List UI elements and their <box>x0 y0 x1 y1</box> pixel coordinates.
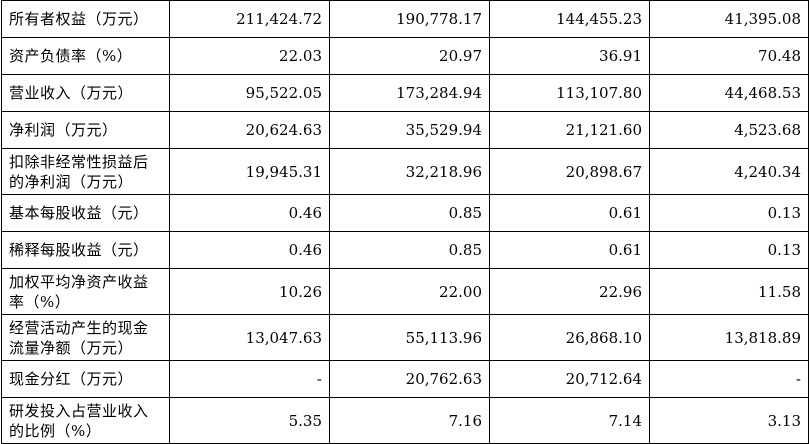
table-row: 净利润（万元） 20,624.63 35,529.94 21,121.60 4,523.… <box>1 111 809 149</box>
value-cell: 211,424.72 <box>169 0 330 38</box>
value-cell: 35,529.94 <box>329 111 490 149</box>
table-row: 营业收入（万元） 95,522.05 173,284.94 113,107.80 44,… <box>1 74 809 112</box>
value-cell: 22.96 <box>489 268 650 315</box>
value-cell: 144,455.23 <box>489 0 650 38</box>
value-cell: 13,047.63 <box>169 314 330 361</box>
value-cell: 4,523.68 <box>649 111 809 149</box>
row-label: 营业收入（万元） <box>1 74 170 112</box>
row-label: 研发投入占营业收入的比例（%） <box>1 397 170 444</box>
row-label: 基本每股收益（元） <box>1 194 170 232</box>
value-cell: 0.61 <box>489 231 650 269</box>
row-label: 加权平均净资产收益率（%） <box>1 268 170 315</box>
table-row: 扣除非经常性损益后的净利润（万元） 19,945.31 32,218.96 20,89… <box>1 148 809 195</box>
table-row: 加权平均净资产收益率（%） 10.26 22.00 22.96 11.58 <box>1 268 809 315</box>
value-cell: 95,522.05 <box>169 74 330 112</box>
value-cell: 20,624.63 <box>169 111 330 149</box>
value-cell: 20,762.63 <box>329 360 490 398</box>
value-cell: 44,468.53 <box>649 74 809 112</box>
value-cell: - <box>169 360 330 398</box>
value-cell: - <box>649 360 809 398</box>
value-cell: 0.46 <box>169 231 330 269</box>
table-row: 资产负债率（%） 22.03 20.97 36.91 70.48 <box>1 37 809 75</box>
value-cell: 26,868.10 <box>489 314 650 361</box>
value-cell: 3.13 <box>649 397 809 444</box>
table-row: 稀释每股收益（元） 0.46 0.85 0.61 0.13 <box>1 231 809 269</box>
row-label: 资产负债率（%） <box>1 37 170 75</box>
row-label: 净利润（万元） <box>1 111 170 149</box>
value-cell: 113,107.80 <box>489 74 650 112</box>
row-label: 扣除非经常性损益后的净利润（万元） <box>1 148 170 195</box>
value-cell: 22.00 <box>329 268 490 315</box>
value-cell: 0.61 <box>489 194 650 232</box>
value-cell: 190,778.17 <box>329 0 490 38</box>
value-cell: 20,898.67 <box>489 148 650 195</box>
value-cell: 19,945.31 <box>169 148 330 195</box>
value-cell: 55,113.96 <box>329 314 490 361</box>
value-cell: 5.35 <box>169 397 330 444</box>
value-cell: 0.13 <box>649 231 809 269</box>
value-cell: 173,284.94 <box>329 74 490 112</box>
value-cell: 36.91 <box>489 37 650 75</box>
value-cell: 41,395.08 <box>649 0 809 38</box>
table-row: 经营活动产生的现金流量净额（万元） 13,047.63 55,113.96 26,86… <box>1 314 809 361</box>
table-row: 基本每股收益（元） 0.46 0.85 0.61 0.13 <box>1 194 809 232</box>
value-cell: 7.16 <box>329 397 490 444</box>
value-cell: 0.85 <box>329 194 490 232</box>
value-cell: 10.26 <box>169 268 330 315</box>
row-label: 现金分红（万元） <box>1 360 170 398</box>
value-cell: 32,218.96 <box>329 148 490 195</box>
value-cell: 4,240.34 <box>649 148 809 195</box>
value-cell: 13,818.89 <box>649 314 809 361</box>
value-cell: 11.58 <box>649 268 809 315</box>
table-row: 所有者权益（万元） 211,424.72 190,778.17 144,455.23 4… <box>1 0 809 38</box>
table-row: 研发投入占营业收入的比例（%） 5.35 7.16 7.14 3.13 <box>1 397 809 444</box>
value-cell: 20.97 <box>329 37 490 75</box>
row-label: 所有者权益（万元） <box>1 0 170 38</box>
value-cell: 21,121.60 <box>489 111 650 149</box>
value-cell: 7.14 <box>489 397 650 444</box>
value-cell: 22.03 <box>169 37 330 75</box>
row-label: 经营活动产生的现金流量净额（万元） <box>1 314 170 361</box>
value-cell: 20,712.64 <box>489 360 650 398</box>
row-label: 稀释每股收益（元） <box>1 231 170 269</box>
table-row: 现金分红（万元） -20,762.63 20,712.64- <box>1 360 809 398</box>
value-cell: 70.48 <box>649 37 809 75</box>
value-cell: 0.13 <box>649 194 809 232</box>
value-cell: 0.85 <box>329 231 490 269</box>
value-cell: 0.46 <box>169 194 330 232</box>
